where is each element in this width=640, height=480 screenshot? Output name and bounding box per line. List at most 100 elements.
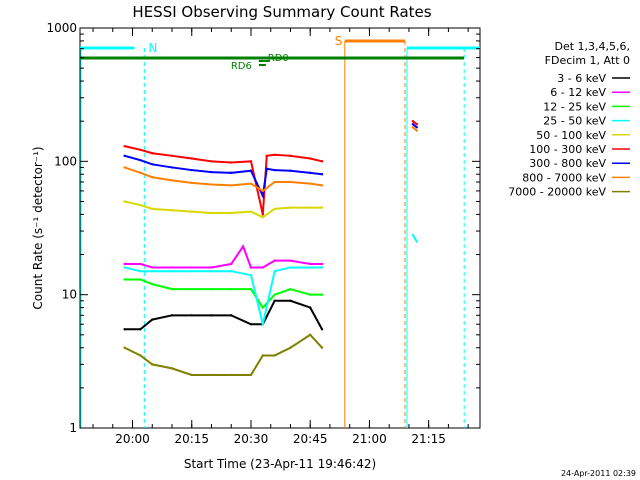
series-line xyxy=(124,145,323,215)
x-tick-label: 20:45 xyxy=(293,432,328,446)
data-point xyxy=(309,182,312,185)
data-point xyxy=(210,170,213,174)
series-4 xyxy=(123,200,324,219)
data-point xyxy=(320,346,324,349)
legend: Det 1,3,4,5,6, FDecim 1, Att 0 3 - 6 keV… xyxy=(508,40,630,199)
series-line xyxy=(124,278,323,310)
data-point xyxy=(320,160,324,163)
data-point xyxy=(139,269,142,273)
data-point xyxy=(261,194,265,198)
data-point xyxy=(210,211,213,215)
data-point xyxy=(309,171,312,175)
data-point xyxy=(151,266,154,269)
legend-label: 7000 - 20000 keV xyxy=(508,186,606,199)
data-point xyxy=(230,262,233,266)
data-point xyxy=(320,262,324,266)
legend-label: 25 - 50 keV xyxy=(543,115,606,128)
data-point xyxy=(261,216,265,219)
data-point xyxy=(190,373,193,377)
data-point xyxy=(289,346,292,349)
night-label: N xyxy=(148,41,157,55)
data-point xyxy=(289,287,292,291)
data-point xyxy=(190,287,193,291)
data-point xyxy=(210,160,213,163)
series-line xyxy=(412,234,418,243)
data-point xyxy=(265,154,268,158)
data-point xyxy=(170,209,174,212)
data-point xyxy=(139,328,142,331)
plot-area: N S RD0 RD6 20:00 20:15 20:30 20:45 21:00 21:15 1… xyxy=(46,21,481,446)
data-point xyxy=(309,206,312,209)
data-point xyxy=(249,287,253,291)
data-point xyxy=(411,122,415,126)
data-point xyxy=(139,278,142,281)
x-tick-label: 20:30 xyxy=(234,432,269,446)
data-point xyxy=(230,211,233,215)
data-point xyxy=(415,129,419,132)
data-point xyxy=(411,126,415,129)
data-point xyxy=(123,200,126,203)
y-tick-label: 1000 xyxy=(46,21,77,35)
data-point xyxy=(190,157,193,160)
series-6 xyxy=(123,122,419,200)
data-point xyxy=(309,157,312,160)
data-point xyxy=(261,213,265,216)
tick-layer: 20:00 20:15 20:30 20:45 21:00 21:15 1 10 100 1000 xyxy=(46,21,480,446)
y-tick-label: 1 xyxy=(69,421,77,435)
data-point xyxy=(289,266,292,269)
legend-label: 50 - 100 keV xyxy=(536,129,606,142)
series-8 xyxy=(123,333,324,377)
legend-label: 300 - 800 keV xyxy=(529,157,606,170)
series-3 xyxy=(123,233,419,326)
data-point xyxy=(190,168,193,172)
data-point xyxy=(151,176,154,179)
data-point xyxy=(139,354,142,357)
data-point xyxy=(320,266,324,269)
legend-header-line-1: Det 1,3,4,5,6, xyxy=(554,40,630,53)
data-point xyxy=(273,153,276,156)
data-point xyxy=(210,269,213,273)
data-point xyxy=(309,293,312,296)
series-line xyxy=(124,244,323,269)
data-point xyxy=(190,181,193,185)
data-point xyxy=(170,367,174,370)
footer-date: 24-Apr-2011 02:39 xyxy=(561,469,636,478)
data-point xyxy=(151,163,154,166)
data-point xyxy=(320,173,324,176)
data-point xyxy=(151,207,154,211)
data-point xyxy=(261,189,265,193)
data-point xyxy=(190,266,193,269)
data-point xyxy=(289,154,292,158)
data-point xyxy=(170,287,174,291)
series-line xyxy=(124,333,323,376)
data-point xyxy=(230,184,233,187)
data-point xyxy=(261,354,265,357)
series-line xyxy=(124,200,323,219)
data-point xyxy=(249,323,253,326)
data-point xyxy=(241,245,245,248)
legend-label: 3 - 6 keV xyxy=(557,72,606,85)
chart-title: HESSI Observing Summary Count Rates xyxy=(132,3,431,21)
data-point xyxy=(210,266,213,269)
data-point xyxy=(170,166,174,169)
data-point xyxy=(123,154,126,158)
legend-label: 800 - 7000 keV xyxy=(522,171,606,184)
y-tick-label: 10 xyxy=(62,288,77,302)
data-point xyxy=(261,323,265,326)
data-point xyxy=(230,373,233,377)
data-point xyxy=(320,293,324,296)
data-point xyxy=(170,269,174,273)
data-point xyxy=(309,262,312,266)
series-7 xyxy=(123,126,419,193)
data-point xyxy=(139,262,142,266)
data-point xyxy=(273,168,276,172)
data-point xyxy=(289,206,292,209)
data-point xyxy=(170,314,174,317)
data-point xyxy=(123,346,126,349)
series-0 xyxy=(123,299,324,331)
legend-label: 100 - 300 keV xyxy=(529,143,606,156)
data-point xyxy=(261,306,265,309)
data-point xyxy=(289,180,292,184)
